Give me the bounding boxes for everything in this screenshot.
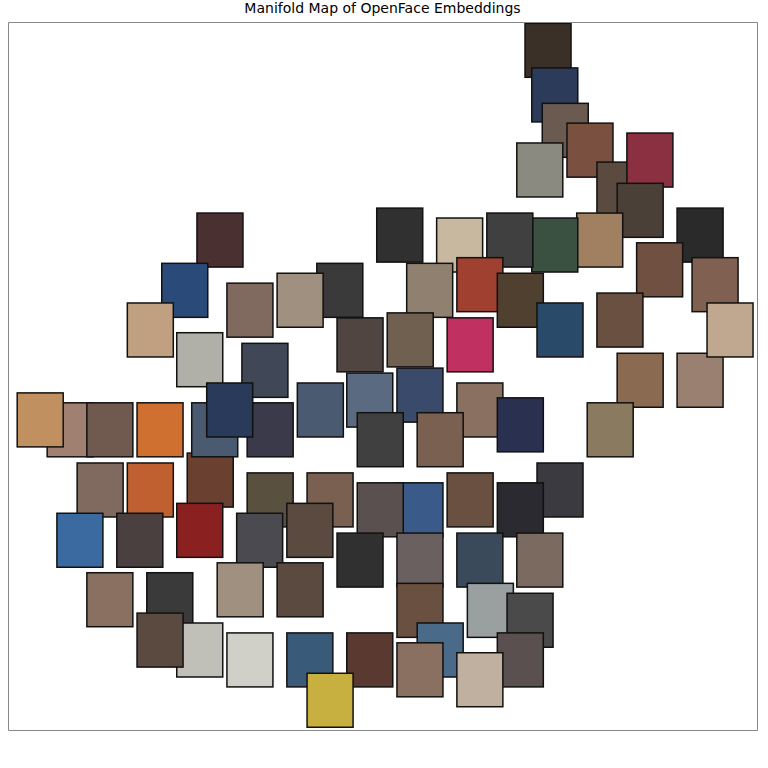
face-thumbnail: [517, 533, 563, 587]
face-thumbnail: [537, 303, 583, 357]
face-thumbnail: [627, 133, 673, 187]
face-thumbnail: [397, 533, 443, 587]
face-thumbnail: [497, 633, 543, 687]
axis-line: [9, 22, 758, 23]
face-thumbnail: [177, 333, 223, 387]
face-thumbnail: [677, 208, 723, 262]
y-axis-left: [8, 23, 9, 731]
face-thumbnail: [187, 453, 233, 507]
face-thumbnail: [377, 208, 423, 262]
face-thumbnail: [387, 313, 433, 367]
face-thumbnail: [447, 318, 493, 372]
face-thumbnail: [87, 403, 133, 457]
face-thumbnail: [497, 483, 543, 537]
face-thumbnail: [397, 643, 443, 697]
face-thumbnail: [277, 563, 323, 617]
face-thumbnail: [407, 263, 453, 317]
face-thumbnail: [457, 653, 503, 707]
face-thumbnail: [307, 673, 353, 727]
face-thumbnail: [617, 183, 663, 237]
face-thumbnail: [227, 633, 273, 687]
face-thumbnail: [57, 513, 103, 567]
face-thumbnail: [297, 383, 343, 437]
face-thumbnail: [197, 213, 243, 267]
face-thumbnail: [227, 283, 273, 337]
face-thumbnail: [337, 533, 383, 587]
face-thumbnail: [707, 303, 753, 357]
axis-line: [757, 23, 758, 731]
face-thumbnail: [77, 463, 123, 517]
face-thumbnail: [637, 243, 683, 297]
face-thumbnail: [577, 213, 623, 267]
face-thumbnail: [532, 218, 578, 272]
face-thumbnail: [207, 383, 253, 437]
face-thumbnail: [277, 273, 323, 327]
face-thumbnail: [517, 143, 563, 197]
chart: Manifold Map of OpenFace Embeddings: [0, 0, 768, 768]
face-thumbnail: [357, 483, 403, 537]
face-thumbnail: [17, 393, 63, 447]
title: Manifold Map of OpenFace Embeddings: [244, 0, 520, 16]
face-thumbnail: [357, 413, 403, 467]
x-axis-top: [9, 22, 758, 23]
face-thumbnail: [237, 513, 283, 567]
face-thumbnail: [217, 563, 263, 617]
face-thumbnail: [677, 353, 723, 407]
face-thumbnail: [337, 318, 383, 372]
axis-line: [9, 730, 758, 731]
face-thumbnail: [457, 258, 503, 312]
x-axis-bottom: [9, 730, 758, 731]
face-thumbnail: [597, 293, 643, 347]
axis-line: [8, 23, 9, 731]
face-thumbnail: [497, 398, 543, 452]
face-thumbnail: [617, 353, 663, 407]
face-thumbnail: [117, 513, 163, 567]
face-thumbnail: [447, 473, 493, 527]
face-thumbnail: [127, 463, 173, 517]
face-thumbnail: [247, 403, 293, 457]
face-thumbnail: [137, 613, 183, 667]
face-thumbnail: [457, 533, 503, 587]
face-thumbnail: [417, 413, 463, 467]
face-thumbnail: [287, 503, 333, 557]
y-axis-right: [757, 23, 758, 731]
face-thumbnail: [177, 503, 223, 557]
face-thumbnail: [87, 573, 133, 627]
face-thumbnail: [137, 403, 183, 457]
points: [17, 23, 753, 727]
face-thumbnail: [587, 403, 633, 457]
face-thumbnail: [127, 303, 173, 357]
